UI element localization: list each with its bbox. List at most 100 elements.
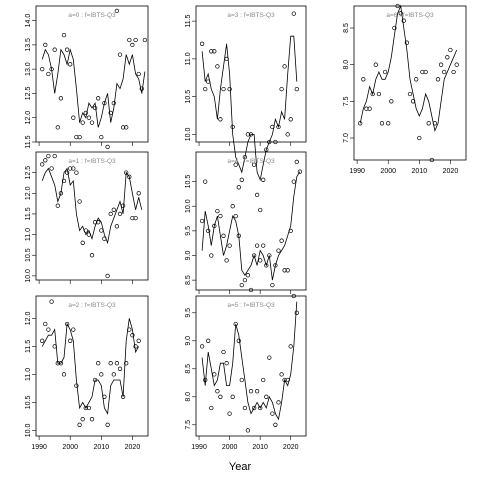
y-tick-label: 8.5: [185, 364, 192, 374]
observation-point: [83, 110, 88, 116]
observation-point: [130, 215, 135, 221]
observation-point: [279, 238, 284, 243]
observation-point: [52, 344, 57, 349]
panel-frame: [195, 151, 307, 291]
observation-point: [267, 139, 272, 145]
observation-point: [203, 179, 208, 184]
observation-point: [61, 178, 67, 184]
panel-frame: [35, 5, 149, 143]
x-tick-label: 1990: [31, 444, 47, 451]
observation-point: [46, 153, 51, 159]
observation-point: [89, 417, 95, 422]
observation-point: [130, 42, 135, 48]
observation-point: [203, 86, 208, 92]
y-tick-label: 12.0: [25, 186, 32, 200]
observation-point: [273, 263, 278, 268]
observation-point: [209, 405, 214, 411]
fit-line: [201, 301, 298, 421]
y-tick-label: 7.5: [185, 420, 192, 430]
y-tick-label: 8.0: [343, 60, 350, 70]
observation-point: [361, 77, 366, 82]
observation-point: [86, 115, 92, 120]
observation-point: [206, 79, 211, 84]
observation-point: [40, 162, 45, 167]
observation-point: [102, 394, 107, 399]
observation-point: [43, 321, 48, 327]
observation-point: [64, 321, 70, 327]
x-tick-label: 2000: [62, 444, 78, 451]
observation-point: [108, 211, 113, 217]
observation-point: [224, 56, 229, 62]
observation-point: [58, 361, 64, 366]
y-tick-label: 8.0: [185, 392, 192, 402]
x-tick-label: 2010: [94, 444, 110, 451]
observation-point: [209, 49, 214, 54]
observation-point: [379, 121, 385, 126]
observation-point: [209, 253, 214, 258]
panel-title: a=0 : f=IBTS-Q3: [68, 12, 116, 19]
observation-point: [227, 86, 232, 92]
observation-point: [291, 11, 296, 16]
panel-title: a=2 : f=IBTS-Q3: [68, 302, 116, 309]
observation-point: [382, 69, 388, 75]
y-tick-label: 10.5: [25, 395, 32, 409]
observation-point: [248, 287, 254, 293]
observation-point: [239, 377, 244, 383]
observation-point: [74, 134, 79, 140]
observation-point: [279, 86, 284, 92]
observation-point: [96, 220, 101, 225]
observation-point: [127, 37, 132, 43]
observation-point: [270, 124, 275, 130]
observation-point: [224, 361, 229, 366]
y-tick-label: 10.0: [25, 423, 32, 437]
y-tick-label: 9.0: [185, 251, 192, 261]
fit-line: [41, 318, 140, 415]
observation-point: [417, 135, 422, 141]
observation-point: [267, 253, 272, 258]
observation-point: [71, 327, 76, 332]
panel-title: a=5 : f=IBTS-Q3: [227, 302, 275, 309]
observation-point: [245, 273, 251, 278]
observation-point: [203, 377, 208, 383]
observation-point: [212, 372, 217, 377]
observation-point: [40, 338, 45, 343]
observation-point: [108, 361, 113, 366]
observation-point: [358, 121, 363, 126]
panel-title: a=3 : f=IBTS-Q3: [227, 12, 275, 19]
observation-point: [410, 99, 416, 104]
observation-point: [206, 338, 211, 343]
y-tick-label: 8.5: [185, 275, 192, 285]
observation-point: [454, 62, 459, 67]
observation-point: [389, 99, 394, 104]
panel-5: a=2 : f=IBTS-Q3 10.0 10.5 11.0 11.5 12.0 1990 2…: [25, 295, 149, 451]
y-tick-label: 11.0: [25, 368, 32, 381]
observation-point: [230, 204, 235, 209]
observation-point: [407, 91, 413, 97]
observation-point: [136, 71, 141, 77]
observation-point: [74, 383, 79, 388]
observation-point: [285, 377, 290, 383]
observation-point: [230, 124, 235, 130]
y-tick-label: 12.0: [25, 311, 32, 325]
observation-point: [124, 125, 129, 130]
observation-point: [43, 42, 48, 48]
panel-1: a=3 : f=IBTS-Q3 10.0 10.5 11.0 11.5: [185, 5, 307, 213]
observation-point: [291, 293, 296, 299]
observation-point: [61, 32, 67, 38]
observation-point: [136, 338, 141, 343]
observation-point: [230, 394, 235, 399]
observation-point: [236, 338, 241, 343]
observation-point: [133, 344, 138, 349]
observation-point: [55, 361, 60, 366]
observation-point: [46, 71, 51, 77]
x-tick-label: 2010: [252, 444, 268, 451]
observation-point: [215, 64, 220, 69]
observation-point: [261, 177, 266, 182]
panel-frame: [35, 295, 149, 437]
y-tick-label: 10.5: [185, 175, 192, 189]
observation-point: [58, 96, 64, 101]
observation-point: [242, 154, 248, 160]
observation-point: [55, 203, 60, 208]
observation-point: [127, 174, 132, 179]
